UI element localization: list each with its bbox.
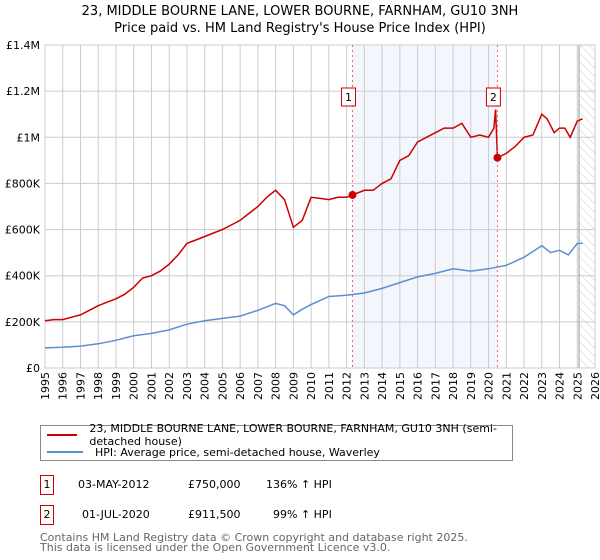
y-tick-label: £1M: [17, 131, 41, 144]
annotation-label: 1: [345, 91, 352, 104]
sale-point: [493, 153, 502, 162]
x-tick-label: 1997: [74, 372, 87, 400]
y-tick-label: £400K: [5, 270, 41, 283]
transaction-hpi: 99% ↑ HPI: [273, 508, 332, 521]
legend-label: HPI: Average price, semi-detached house,…: [95, 445, 380, 459]
y-tick-label: £600K: [5, 224, 41, 237]
x-tick-label: 2017: [429, 372, 442, 400]
x-tick-label: 2007: [252, 372, 265, 400]
legend: 23, MIDDLE BOURNE LANE, LOWER BOURNE, FA…: [40, 422, 513, 461]
price-paid-line: [44, 109, 583, 322]
sale-point: [348, 190, 357, 199]
y-tick-label: £800K: [5, 177, 41, 190]
x-tick-label: 2021: [500, 372, 513, 400]
x-tick-label: 1996: [57, 372, 70, 400]
annotation-box: [340, 87, 356, 107]
x-tick-label: 2019: [465, 372, 478, 400]
transaction-price: £911,500: [188, 508, 241, 521]
legend-swatch-blue: [47, 451, 83, 453]
x-tick-label: 2000: [128, 372, 141, 400]
x-tick-label: 2006: [234, 372, 247, 400]
x-tick-label: 2025: [571, 372, 584, 400]
x-tick-label: 2002: [163, 372, 176, 400]
footer-line: Contains HM Land Registry data © Crown c…: [40, 531, 468, 544]
x-tick-label: 1999: [110, 372, 123, 400]
chart-subtitle: Price paid vs. HM Land Registry's House …: [114, 21, 486, 36]
x-tick-label: 2020: [483, 372, 496, 400]
x-tick-label: 2026: [589, 372, 600, 400]
legend-label: 23, MIDDLE BOURNE LANE, LOWER BOURNE, FA…: [89, 422, 497, 448]
x-tick-label: 2014: [376, 372, 389, 400]
highlight-period: [352, 45, 498, 368]
transaction-hpi: 136% ↑ HPI: [266, 478, 332, 491]
x-tick-label: 2013: [358, 372, 371, 400]
x-tick-label: 2022: [518, 372, 531, 400]
x-tick-label: 2008: [270, 372, 283, 400]
y-tick-label: £1.4M: [6, 39, 40, 52]
chart-title: 23, MIDDLE BOURNE LANE, LOWER BOURNE, FA…: [81, 4, 519, 19]
plot-frame: [44, 44, 596, 369]
y-tick-label: £0: [26, 362, 40, 375]
y-tick-label: £1.2M: [6, 85, 40, 98]
x-tick-label: 2024: [554, 372, 567, 400]
hpi-line: [44, 242, 583, 349]
x-tick-label: 1995: [39, 372, 52, 400]
x-tick-label: 2010: [305, 372, 318, 400]
x-tick-label: 2023: [536, 372, 549, 400]
transaction-date: 03-MAY-2012: [78, 478, 150, 491]
x-tick-label: 2018: [447, 372, 460, 400]
x-tick-label: 1998: [92, 372, 105, 400]
y-tick-label: £200K: [5, 316, 41, 329]
x-tick-label: 2016: [412, 372, 425, 400]
price-chart: 1995 1996 1997 1998 1999 2000 2001 2002 2003 2004…: [5, 39, 600, 400]
x-tick-label: 2011: [323, 372, 336, 400]
annotation-box: [485, 87, 501, 107]
transaction-marker: 1: [40, 475, 54, 495]
x-tick-label: 2004: [199, 372, 212, 400]
forecast-hatch: [579, 45, 595, 368]
transaction-marker: 2: [40, 505, 54, 525]
x-tick-label: 2009: [287, 372, 300, 400]
x-tick-label: 2015: [394, 372, 407, 400]
footer-line: This data is licensed under the Open Gov…: [40, 541, 391, 554]
transaction-price: £750,000: [188, 478, 241, 491]
annotation-label: 2: [490, 91, 497, 104]
x-tick-label: 2001: [145, 372, 158, 400]
x-tick-label: 2005: [216, 372, 229, 400]
footer: Contains HM Land Registry data © Crown c…: [40, 531, 468, 554]
legend-item-property: 23, MIDDLE BOURNE LANE, LOWER BOURNE, FA…: [47, 422, 512, 448]
transaction-date: 01-JUL-2020: [82, 508, 150, 521]
x-tick-label: 2012: [341, 372, 354, 400]
legend-swatch-red: [47, 434, 78, 436]
x-tick-label: 2003: [181, 372, 194, 400]
legend-item-hpi: HPI: Average price, semi-detached house,…: [47, 444, 380, 460]
